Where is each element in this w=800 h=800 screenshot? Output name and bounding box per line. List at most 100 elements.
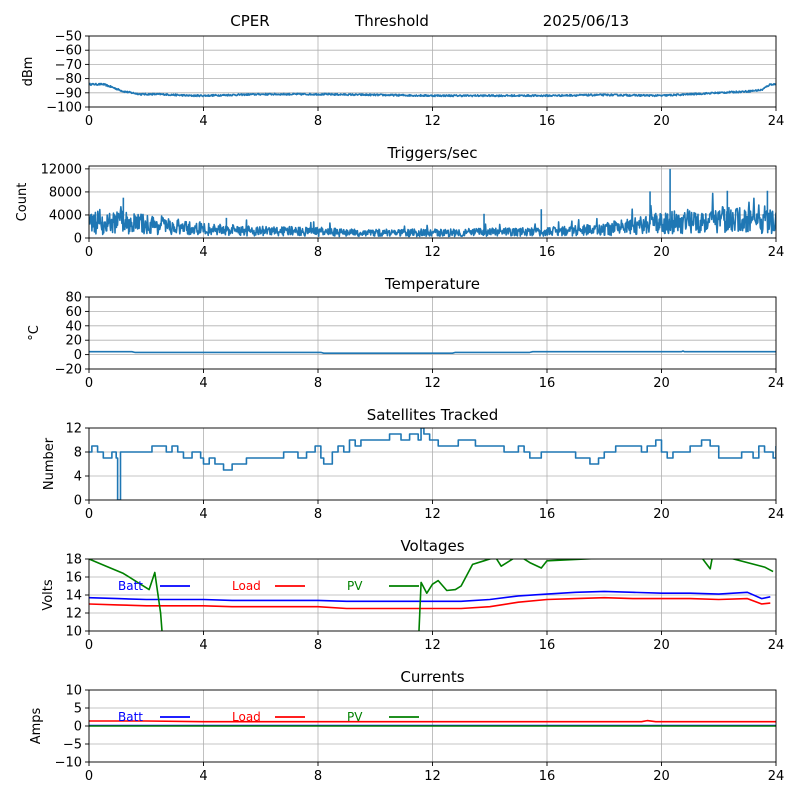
chart-title: Temperature: [384, 275, 480, 293]
y-tick-label: −20: [55, 363, 82, 378]
x-tick-label: 8: [314, 638, 322, 653]
x-tick-label: 4: [199, 114, 207, 129]
y-tick-label: −50: [55, 30, 82, 45]
chart-title: Satellites Tracked: [367, 406, 498, 424]
y-tick-label: 80: [65, 291, 82, 306]
y-tick-label: 0: [74, 720, 82, 735]
x-tick-label: 4: [199, 638, 207, 653]
series-line: [89, 82, 776, 98]
x-tick-label: 0: [85, 507, 93, 522]
y-tick-label: 12: [65, 422, 82, 437]
header-site: CPER: [230, 12, 269, 30]
x-tick-label: 8: [314, 769, 322, 784]
y-tick-label: 8000: [49, 185, 82, 200]
x-tick-label: 8: [314, 507, 322, 522]
x-tick-label: 20: [653, 638, 670, 653]
y-tick-label: −90: [55, 86, 82, 101]
x-tick-label: 0: [85, 638, 93, 653]
x-tick-label: 12: [424, 376, 441, 391]
header-mode: Threshold: [354, 12, 429, 30]
legend-label: PV: [347, 579, 363, 593]
legend-label: Batt: [118, 579, 143, 593]
x-tick-label: 4: [199, 245, 207, 260]
series-line: [89, 596, 771, 610]
y-tick-label: 12000: [41, 162, 82, 177]
x-tick-label: 8: [314, 245, 322, 260]
y-axis-label: Amps: [29, 707, 44, 744]
x-tick-label: 0: [85, 769, 93, 784]
y-tick-label: 8: [74, 446, 82, 461]
y-tick-label: 18: [65, 553, 82, 568]
x-tick-label: 12: [424, 245, 441, 260]
x-tick-label: 16: [539, 638, 556, 653]
x-tick-label: 4: [199, 376, 207, 391]
y-tick-label: 10: [65, 625, 82, 640]
legend-label: PV: [347, 710, 363, 724]
y-tick-label: −80: [55, 72, 82, 87]
x-tick-label: 8: [314, 376, 322, 391]
x-tick-label: 24: [768, 376, 785, 391]
y-tick-label: −10: [55, 756, 82, 771]
x-tick-label: 20: [653, 245, 670, 260]
y-tick-label: 60: [65, 305, 82, 320]
series-line: [89, 719, 776, 723]
x-tick-label: 24: [768, 507, 785, 522]
x-tick-label: 16: [539, 245, 556, 260]
chart-title: Currents: [400, 668, 464, 686]
chart-panel: 0 4 8 12 16 20 24 0 4000 8000 12000 Triggers/sec Cou…: [15, 144, 784, 260]
y-tick-label: 0: [74, 232, 82, 247]
x-tick-label: 24: [768, 114, 785, 129]
x-tick-label: 0: [85, 245, 93, 260]
x-tick-label: 0: [85, 376, 93, 391]
chart-panel: 0 4 8 12 16 20 24 −10 −5 0 5 10 Currents Amps Batt Load…: [29, 668, 784, 784]
y-tick-label: 4000: [49, 208, 82, 223]
y-tick-label: 40: [65, 319, 82, 334]
legend-label: Batt: [118, 710, 143, 724]
y-axis-label: Number: [42, 437, 57, 490]
x-tick-label: 20: [653, 507, 670, 522]
x-tick-label: 12: [424, 769, 441, 784]
x-tick-label: 12: [424, 638, 441, 653]
chart-title: Triggers/sec: [387, 144, 478, 162]
series-line: [89, 590, 771, 603]
legend-label: Load: [232, 579, 261, 593]
y-tick-label: 10: [65, 684, 82, 699]
x-tick-label: 24: [768, 769, 785, 784]
chart-panel: 0 4 8 12 16 20 24 −100−90−80−70−60−50 dBm: [21, 30, 784, 130]
series-line: [89, 192, 776, 238]
y-axis-label: °C: [27, 325, 42, 341]
series-line: [89, 428, 776, 500]
y-tick-label: −100: [46, 101, 82, 116]
x-tick-label: 0: [85, 114, 93, 129]
x-tick-label: 16: [539, 114, 556, 129]
y-tick-label: 0: [74, 494, 82, 509]
y-tick-label: 16: [65, 571, 82, 586]
y-tick-label: −60: [55, 44, 82, 59]
x-tick-label: 16: [539, 507, 556, 522]
chart-panel: 0 4 8 12 16 20 24 0 4 8 12 Satellites Tracked Number: [42, 406, 784, 522]
y-axis-label: Count: [15, 183, 30, 222]
chart-title: Voltages: [400, 537, 464, 555]
y-tick-label: 12: [65, 607, 82, 622]
y-tick-label: 14: [65, 589, 82, 604]
x-tick-label: 16: [539, 769, 556, 784]
y-tick-label: 4: [74, 470, 82, 485]
y-tick-label: 0: [74, 348, 82, 363]
y-axis-label: Volts: [41, 579, 56, 611]
y-tick-label: −5: [63, 738, 82, 753]
x-tick-label: 12: [424, 507, 441, 522]
series-line: [89, 559, 774, 631]
x-tick-label: 20: [653, 114, 670, 129]
legend-label: Load: [232, 710, 261, 724]
x-tick-label: 16: [539, 376, 556, 391]
x-tick-label: 24: [768, 638, 785, 653]
x-tick-label: 20: [653, 376, 670, 391]
x-tick-label: 24: [768, 245, 785, 260]
x-tick-label: 12: [424, 114, 441, 129]
header-date: 2025/06/13: [543, 12, 629, 30]
y-axis-label: dBm: [21, 57, 36, 87]
y-tick-label: 5: [74, 702, 82, 717]
